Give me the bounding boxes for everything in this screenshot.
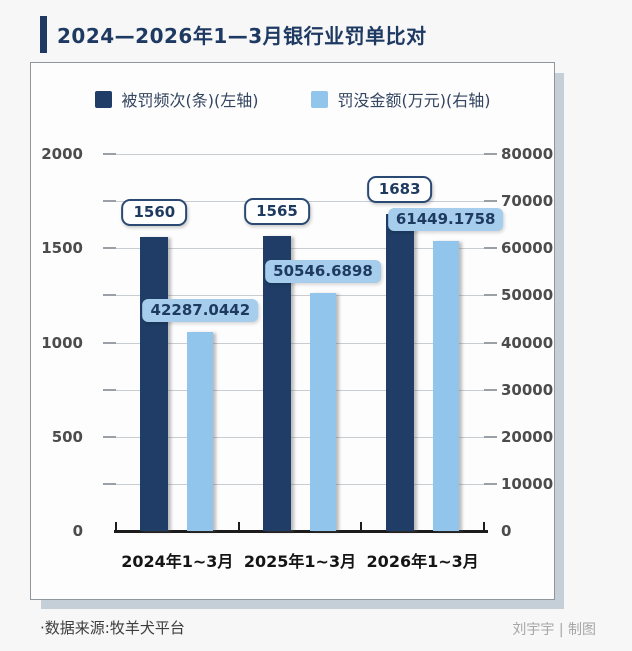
- left-axis-tick: [103, 153, 116, 155]
- left-axis-tick: [103, 482, 116, 485]
- right-axis-label: 0: [501, 522, 512, 540]
- bar-amount: [187, 331, 214, 531]
- category-label: 2024年1~3月: [121, 552, 234, 571]
- x-axis-tick: [360, 522, 363, 531]
- right-axis-tick: [484, 200, 497, 203]
- gridline: [116, 436, 484, 438]
- left-axis-tick: [103, 294, 116, 297]
- bar-amount: [310, 292, 336, 531]
- gridline: [116, 154, 484, 155]
- gridline: [116, 295, 484, 297]
- value-label-frequency: 1560: [121, 198, 188, 226]
- x-axis-tick: [237, 522, 240, 531]
- right-axis-tick: [484, 435, 497, 438]
- right-axis-tick: [484, 294, 497, 297]
- bar-frequency: [385, 213, 414, 531]
- gridline: [116, 248, 484, 250]
- right-axis-label: 70000: [501, 192, 554, 211]
- right-axis-label: 50000: [501, 286, 554, 305]
- value-label-frequency: 1683: [366, 175, 433, 203]
- right-axis-tick: [484, 482, 497, 485]
- category-label: 2025年1~3月: [243, 552, 357, 571]
- left-axis-label: 1000: [41, 333, 83, 352]
- right-axis-tick: [484, 247, 497, 250]
- left-axis-label: 500: [51, 427, 83, 446]
- left-axis-tick: [103, 341, 116, 344]
- x-axis-tick: [115, 522, 117, 531]
- value-label-amount: 50546.6898: [265, 259, 381, 283]
- page-title: 2024—2026年1—3月银行业罚单比对: [57, 24, 427, 48]
- left-axis-tick: [103, 435, 116, 438]
- right-axis-label: 60000: [501, 239, 554, 258]
- legend-item: 罚没金额(万元)(右轴): [310, 87, 491, 111]
- right-axis-tick: [484, 388, 497, 391]
- right-axis-label: 80000: [501, 145, 554, 163]
- value-label-amount: 61449.1758: [387, 208, 504, 232]
- gridline: [116, 389, 484, 391]
- left-axis-tick: [103, 388, 116, 391]
- x-axis-line: [114, 530, 488, 533]
- left-axis-label: 1500: [41, 239, 83, 258]
- bar-frequency: [140, 236, 169, 531]
- legend-item: 被罚频次(条)(左轴): [94, 87, 259, 111]
- value-label-amount: 42287.0442: [142, 298, 259, 322]
- legend-label: 罚没金额(万元)(右轴): [337, 91, 491, 110]
- left-axis-tick: [103, 200, 116, 203]
- title-accent-bar: [40, 16, 47, 53]
- chart-plot-area: 0 500 1000 1500 2000 0 10000 20000 30000 40000 500…: [31, 63, 554, 599]
- right-axis-tick: [484, 341, 497, 344]
- bar-frequency: [263, 235, 291, 531]
- category-label: 2026年1~3月: [366, 552, 479, 571]
- data-source-note: ·数据来源:牧羊犬平台: [40, 619, 185, 637]
- legend-swatch: [310, 90, 328, 108]
- bar-amount: [432, 241, 459, 531]
- legend-label: 被罚频次(条)(左轴): [121, 91, 259, 110]
- credit-note: 刘宇宇 | 制图: [512, 622, 596, 638]
- right-axis-tick: [484, 153, 497, 155]
- right-axis-label: 10000: [501, 474, 554, 493]
- right-axis-label: 20000: [501, 427, 554, 446]
- legend-swatch: [94, 90, 112, 108]
- left-axis-label: 2000: [41, 145, 83, 163]
- left-axis-label: 0: [72, 522, 83, 540]
- gridline: [116, 483, 484, 485]
- right-axis-label: 40000: [501, 333, 554, 352]
- left-axis-tick: [103, 247, 116, 250]
- right-axis-label: 30000: [501, 380, 554, 399]
- x-axis-tick: [483, 522, 485, 531]
- value-label-frequency: 1565: [244, 198, 310, 225]
- chart-legend: 被罚频次(条)(左轴) 罚没金额(万元)(右轴): [31, 87, 554, 111]
- chart-card: 被罚频次(条)(左轴) 罚没金额(万元)(右轴) 0 500 1000 1500 2000…: [30, 62, 555, 600]
- gridline: [116, 342, 484, 344]
- title-block: 2024—2026年1—3月银行业罚单比对: [40, 16, 427, 53]
